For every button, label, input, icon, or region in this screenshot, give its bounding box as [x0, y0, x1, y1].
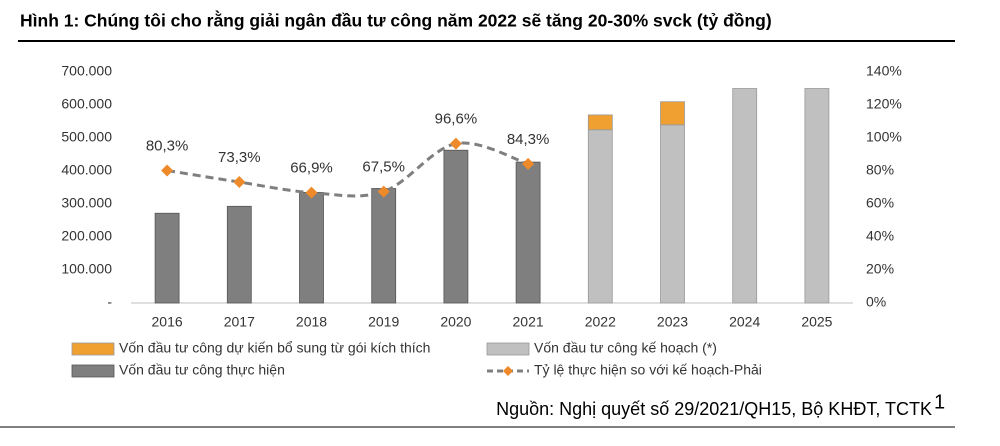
y-tick-label: 200.000 [61, 228, 112, 244]
bar [371, 188, 397, 304]
y-tick-label: 500.000 [61, 129, 112, 145]
bar [154, 212, 180, 304]
y2-tick-label: 40% [866, 228, 894, 244]
data-label: 80,3% [146, 137, 189, 154]
bar [732, 88, 758, 304]
y2-tick-label: 100% [866, 129, 902, 145]
ratio-line [166, 141, 529, 198]
y2-tick-label: 20% [866, 261, 894, 277]
bar [443, 149, 469, 304]
legend-marker [503, 366, 513, 376]
data-label: 66,9% [290, 160, 333, 177]
y-tick-label: 100.000 [61, 261, 112, 277]
legend-label: Tỷ lệ thực hiện so với kế hoạch-Phải [534, 362, 762, 378]
x-tick-label: 2016 [152, 314, 183, 330]
x-tick-label: 2020 [440, 314, 471, 330]
line-marker [305, 186, 318, 199]
x-tick-label: 2022 [585, 314, 616, 330]
y2-tick-label: 80% [866, 162, 894, 178]
legend-label: Vốn đầu tư công kế hoạch (*) [534, 340, 717, 356]
y2-tick-label: 0% [866, 294, 886, 310]
data-label: 84,3% [507, 131, 550, 148]
line-marker [161, 164, 174, 177]
chart-title: Hình 1: Chúng tôi cho rằng giải ngân đầu… [20, 10, 772, 31]
bar [660, 124, 685, 304]
legend-label: Vốn đầu tư công thực hiện [119, 362, 285, 378]
y2-tick-label: 120% [866, 96, 902, 112]
source: Nguồn: Nghị quyết số 29/2021/QH15, Bộ KH… [496, 399, 932, 419]
x-tick-label: 2018 [296, 314, 327, 330]
y-tick-label: 400.000 [61, 162, 112, 178]
y-tick-label: - [107, 294, 112, 310]
x-tick-label: 2021 [513, 314, 544, 330]
legend-label: Vốn đầu tư công dự kiến bổ sung từ gói k… [119, 340, 430, 356]
bar [587, 129, 613, 304]
x-tick-label: 2024 [729, 314, 760, 330]
bar [660, 101, 685, 126]
x-tick-label: 2017 [224, 314, 255, 330]
bar [587, 114, 613, 131]
line-marker [233, 176, 246, 189]
bar [804, 88, 830, 304]
y-tick-label: 300.000 [61, 195, 112, 211]
y2-tick-label: 60% [866, 195, 894, 211]
legend-swatch [486, 342, 530, 356]
y-tick-label: 600.000 [61, 96, 112, 112]
x-tick-label: 2025 [801, 314, 832, 330]
page-number: 1 [934, 391, 945, 413]
data-label: 96,6% [435, 111, 478, 128]
data-label: 73,3% [218, 149, 261, 166]
legend-swatch [71, 364, 115, 378]
y2-tick-label: 140% [866, 63, 902, 79]
y-tick-label: 700.000 [61, 63, 112, 79]
data-label: 67,5% [362, 159, 405, 176]
bar [226, 205, 252, 304]
line-marker [522, 157, 535, 170]
legend-swatch [71, 342, 115, 356]
x-tick-label: 2023 [657, 314, 688, 330]
line-marker [377, 185, 390, 198]
bar [299, 192, 324, 304]
bar [515, 161, 541, 304]
line-marker [449, 137, 462, 150]
x-tick-label: 2019 [368, 314, 399, 330]
